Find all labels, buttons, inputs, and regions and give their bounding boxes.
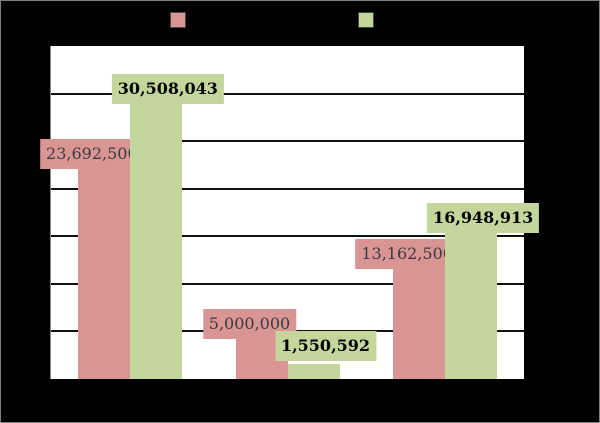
gridline xyxy=(51,140,524,143)
legend-item-series-2 xyxy=(358,12,380,28)
bar-series-2-cat-3 xyxy=(445,217,498,379)
legend-item-series-1 xyxy=(170,12,192,28)
data-label-series-2-cat-2: 1,550,592 xyxy=(274,331,377,361)
legend-swatch-series-1 xyxy=(170,12,186,28)
data-label-series-1-cat-2: 5,000,000 xyxy=(202,309,297,340)
legend-swatch-series-2 xyxy=(358,12,374,28)
bar-series-1-cat-1 xyxy=(77,153,130,379)
data-label-series-2-cat-3: 16,948,913 xyxy=(427,202,540,233)
plot-area: 23,692,500 30,508,043 5,000,000 1,550,592 13… xyxy=(40,46,540,379)
gridline xyxy=(51,187,524,190)
gridline xyxy=(51,235,524,238)
bar-series-1-cat-3 xyxy=(393,253,446,379)
data-label-series-1-cat-3: 13,162,500 xyxy=(355,238,459,269)
data-label-series-2-cat-1: 30,508,043 xyxy=(111,73,224,104)
data-label-series-1-cat-1: 23,692,500 xyxy=(40,138,144,169)
gridline xyxy=(51,282,524,285)
legend xyxy=(0,12,600,30)
bar-series-2-cat-1 xyxy=(129,88,182,379)
bar-series-2-cat-2 xyxy=(287,364,340,379)
gridline xyxy=(51,92,524,95)
